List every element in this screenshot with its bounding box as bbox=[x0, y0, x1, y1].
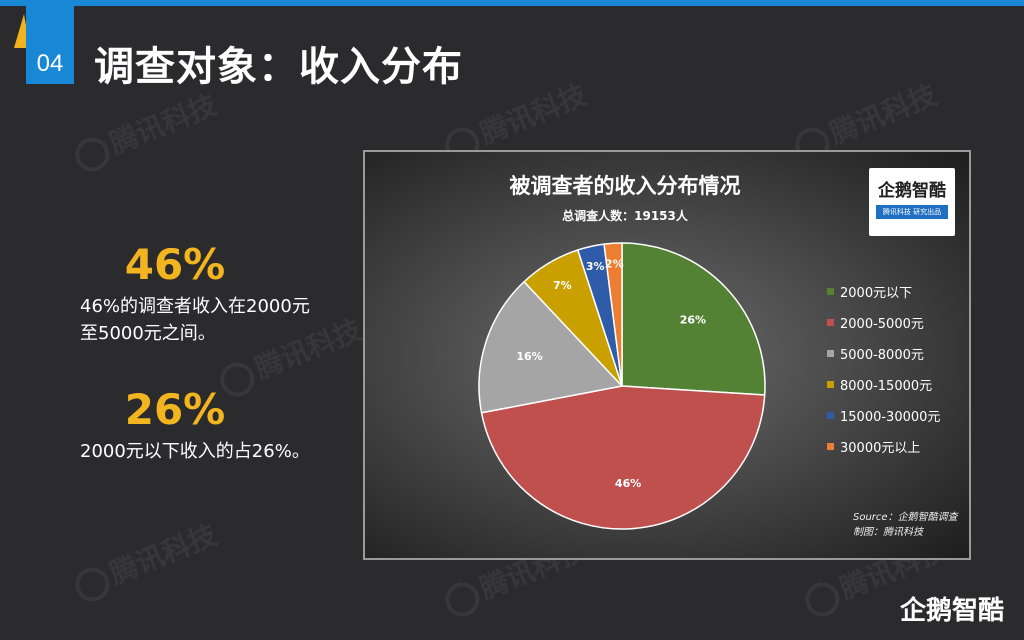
stat-block: 46% 46%的调查者收入在2000元 至5000元之间。 bbox=[80, 240, 330, 347]
pie-data-label: 16% bbox=[516, 350, 542, 363]
pie-data-label: 46% bbox=[615, 477, 641, 490]
stat-value: 26% bbox=[124, 385, 226, 434]
stat-description: 46%的调查者收入在2000元 至5000元之间。 bbox=[80, 293, 330, 347]
legend-label: 30000元以上 bbox=[840, 441, 921, 456]
pie-data-label: 3% bbox=[586, 260, 605, 273]
legend-swatch bbox=[827, 350, 834, 357]
top-accent-bar bbox=[0, 0, 1024, 6]
legend-item: 5000-8000元 bbox=[827, 338, 940, 369]
logo-name: 企鹅智酷 bbox=[878, 181, 946, 201]
watermark-logo: 腾讯科技 bbox=[68, 83, 222, 177]
legend-item: 2000元以下 bbox=[827, 276, 940, 307]
pie-chart: 26% 46% 16% 7% 3% 2% bbox=[478, 242, 766, 530]
legend-item: 2000-5000元 bbox=[827, 307, 940, 338]
section-number: 04 bbox=[36, 50, 64, 77]
stat-description-line: 46%的调查者收入在2000元 bbox=[80, 296, 310, 317]
chart-logo-badge: 企鹅智酷 腾讯科技 研究出品 bbox=[869, 168, 955, 236]
watermark-logo: 腾讯科技 bbox=[68, 513, 222, 607]
pie-data-label: 2% bbox=[605, 257, 624, 270]
stat-block: 26% 2000元以下收入的占26%。 bbox=[80, 385, 330, 465]
stat-description: 2000元以下收入的占26%。 bbox=[80, 438, 330, 465]
legend-label: 8000-15000元 bbox=[840, 379, 933, 394]
source-line: Source：企鹅智酷调查 bbox=[853, 512, 958, 523]
legend-swatch bbox=[827, 319, 834, 326]
pie-data-label: 7% bbox=[553, 279, 572, 292]
pie-slice bbox=[478, 280, 624, 414]
source-line: 制图：腾讯科技 bbox=[853, 527, 923, 538]
page-title: 调查对象：收入分布 bbox=[94, 44, 463, 90]
legend-item: 30000元以上 bbox=[827, 431, 940, 462]
chart-source: Source：企鹅智酷调查 制图：腾讯科技 bbox=[853, 510, 958, 540]
pie-slice bbox=[480, 385, 766, 530]
legend-swatch bbox=[827, 288, 834, 295]
chart-subtitle: 总调查人数：19153人 bbox=[562, 209, 688, 223]
legend-label: 5000-8000元 bbox=[840, 348, 924, 363]
chart-title: 被调查者的收入分布情况 bbox=[509, 174, 741, 198]
logo-tagline: 腾讯科技 研究出品 bbox=[876, 205, 948, 219]
chart-legend: 2000元以下 2000-5000元 5000-8000元 8000-15000元 15… bbox=[827, 276, 940, 462]
stat-description-line: 至5000元之间。 bbox=[80, 323, 216, 344]
pie-data-label: 26% bbox=[680, 313, 706, 326]
legend-swatch bbox=[827, 443, 834, 450]
legend-item: 15000-30000元 bbox=[827, 400, 940, 431]
stat-value: 46% bbox=[124, 240, 226, 289]
legend-label: 2000-5000元 bbox=[840, 317, 924, 332]
legend-swatch bbox=[827, 412, 834, 419]
bottom-brand-logo: 企鹅智酷 bbox=[900, 596, 1005, 626]
pie-slice bbox=[603, 242, 623, 387]
legend-label: 2000元以下 bbox=[840, 286, 913, 301]
stat-description-line: 2000元以下收入的占26%。 bbox=[80, 441, 310, 462]
legend-swatch bbox=[827, 381, 834, 388]
pie-slice bbox=[621, 242, 766, 396]
legend-label: 15000-30000元 bbox=[840, 410, 941, 425]
legend-item: 8000-15000元 bbox=[827, 369, 940, 400]
chart-panel: 被调查者的收入分布情况 总调查人数：19153人 企鹅智酷 腾讯科技 研究出品 … bbox=[363, 150, 971, 560]
section-number-badge: 04 bbox=[26, 6, 74, 84]
